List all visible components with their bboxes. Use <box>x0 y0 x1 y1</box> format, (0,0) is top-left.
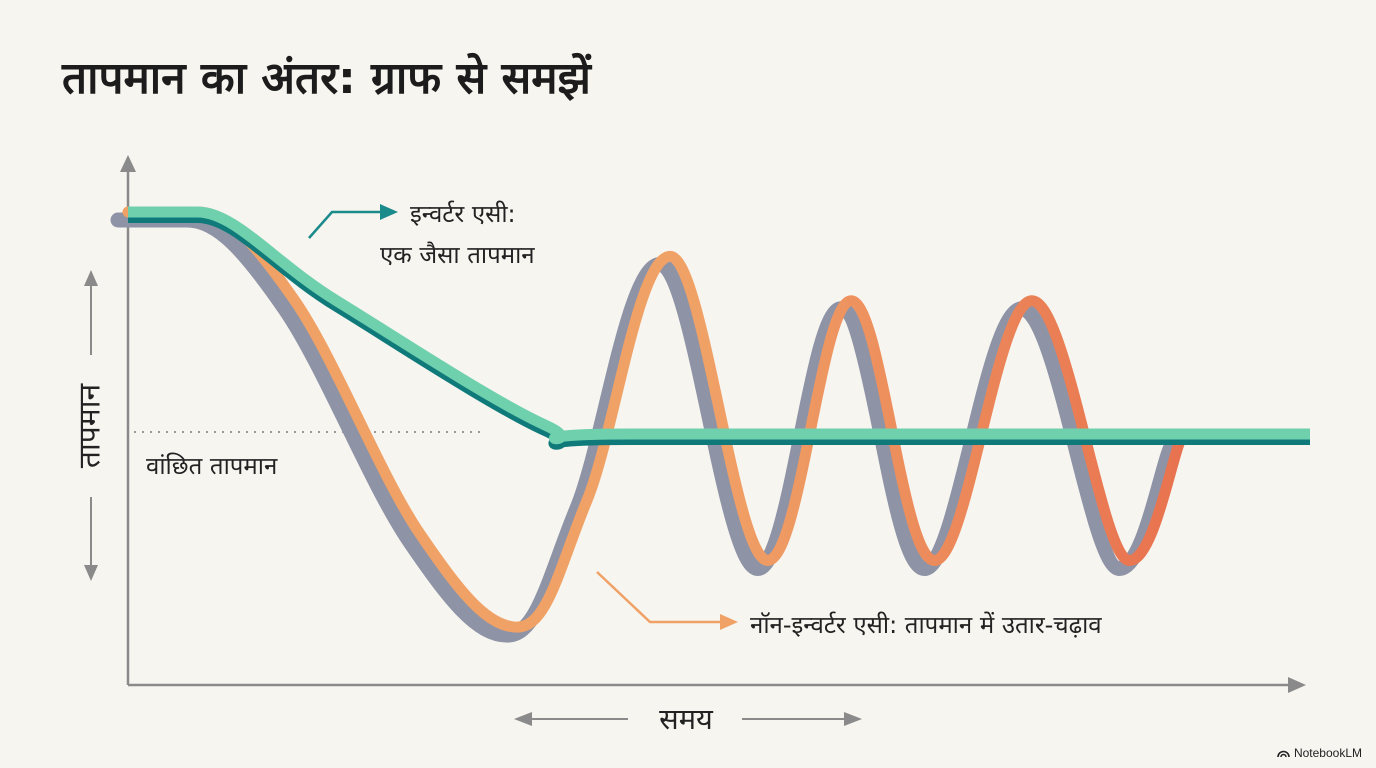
inverter-series-line <box>128 206 1310 445</box>
non-inverter-annotation-arrow <box>596 571 722 624</box>
x-axis-label: समय <box>659 702 714 736</box>
x-axis-label-group: समय <box>514 702 862 736</box>
inverter-annotation: इन्वर्टर एसी: एक जैसा तापमान <box>308 200 535 269</box>
page-title: तापमान का अंतर: ग्राफ से समझें <box>62 53 591 104</box>
non-inverter-annotation-arrowhead <box>720 614 738 630</box>
inverter-annotation-line-1: इन्वर्टर एसी: <box>410 200 516 228</box>
y-axis-label-group: तापमान <box>73 270 108 581</box>
y-axis-arrowhead <box>120 155 136 172</box>
series-layer <box>110 206 1310 643</box>
inverter-annotation-line-2: एक जैसा तापमान <box>380 241 535 269</box>
inverter-annotation-arrow <box>308 210 382 239</box>
axes <box>120 155 1306 693</box>
brand-label: NotebookLM <box>1293 746 1362 760</box>
non-inverter-annotation: नॉन-इन्वर्टर एसी: तापमान में उतार-चढ़ाव <box>596 571 1102 639</box>
notebooklm-branding: NotebookLM <box>1277 746 1362 760</box>
x-axis-arrowhead <box>1288 677 1306 693</box>
y-axis-label: तापमान <box>73 383 108 469</box>
y-label-arrowhead-up <box>84 270 98 286</box>
inverter-annotation-arrowhead <box>380 204 398 220</box>
non-inverter-series-line <box>122 206 1191 633</box>
non-inverter-annotation-label: नॉन-इन्वर्टर एसी: तापमान में उतार-चढ़ाव <box>750 611 1102 639</box>
y-label-arrowhead-down <box>84 565 98 581</box>
x-label-arrowhead-right <box>844 712 862 726</box>
x-label-arrowhead-left <box>514 712 532 726</box>
desired-temperature-label: वांछित तापमान <box>146 452 278 480</box>
notebooklm-logo-icon <box>1277 750 1290 757</box>
